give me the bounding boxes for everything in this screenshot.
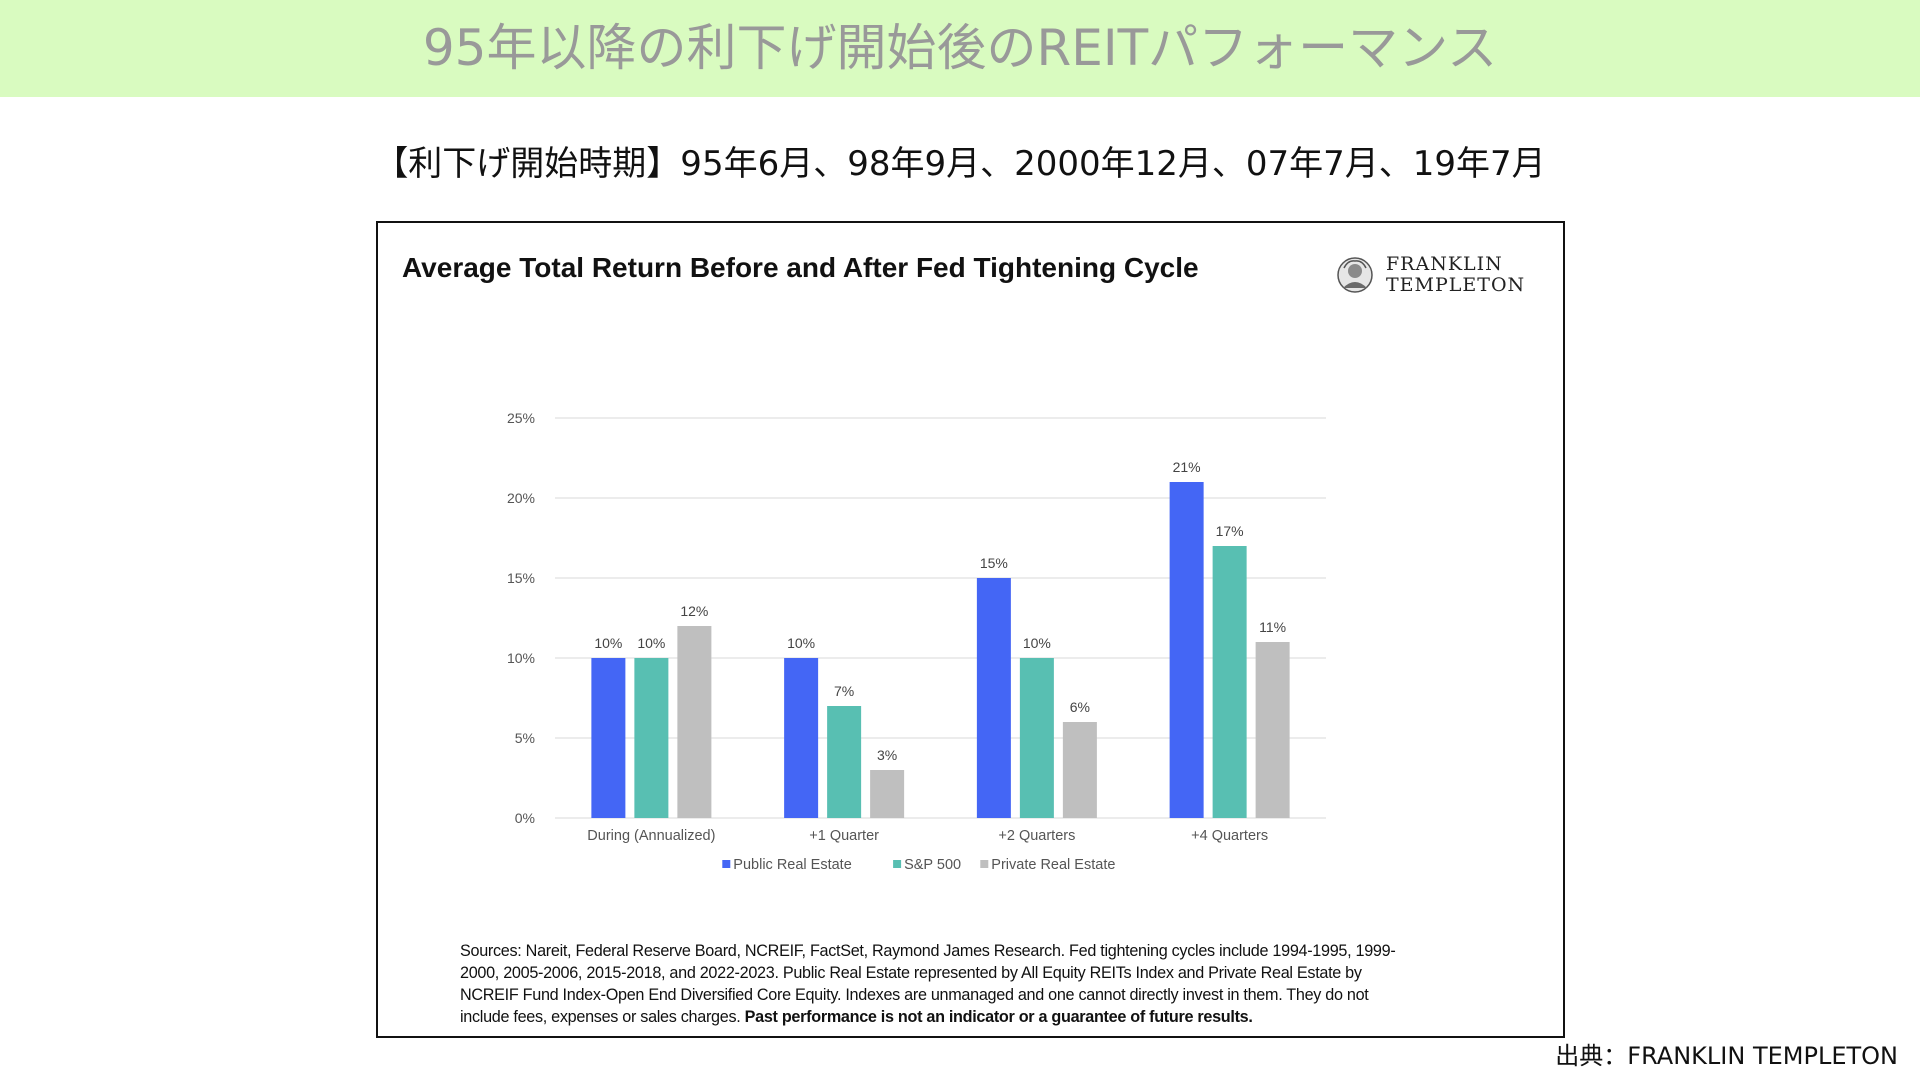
data-label: 12% xyxy=(680,603,708,619)
logo-line-1: FRANKLIN xyxy=(1386,253,1503,275)
chart-title: Average Total Return Before and After Fe… xyxy=(402,252,1199,283)
page-title: 95年以降の利下げ開始後のREITパフォーマンス xyxy=(422,19,1498,77)
y-tick-label: 10% xyxy=(507,650,535,666)
y-tick-label: 15% xyxy=(507,570,535,586)
performance-disclaimer: Past performance is not an indicator or … xyxy=(744,1008,1253,1026)
data-label: 10% xyxy=(1023,635,1051,651)
logo-line-2: TEMPLETON xyxy=(1386,274,1526,296)
bar xyxy=(677,626,712,818)
y-tick-label: 25% xyxy=(507,410,535,426)
data-label: 6% xyxy=(1070,699,1090,715)
bar xyxy=(870,770,905,818)
bar xyxy=(1169,482,1204,818)
y-tick-label: 0% xyxy=(515,810,535,826)
data-label: 10% xyxy=(594,635,622,651)
data-label: 7% xyxy=(834,683,854,699)
bar xyxy=(634,658,669,818)
bar xyxy=(1255,642,1290,818)
x-tick-label: +1 Quarter xyxy=(809,828,879,844)
x-tick-label: During (Annualized) xyxy=(587,828,715,844)
bar xyxy=(1019,658,1054,818)
data-label: 15% xyxy=(980,555,1008,571)
sources-note: Sources: Nareit, Federal Reserve Board, … xyxy=(460,940,1410,1028)
bar xyxy=(1062,722,1097,818)
sources-text: Sources: Nareit, Federal Reserve Board, … xyxy=(460,942,1396,1026)
legend-label: S&P 500 xyxy=(904,857,961,873)
legend-label: Private Real Estate xyxy=(991,857,1115,873)
x-tick-label: +2 Quarters xyxy=(998,828,1075,844)
data-label: 17% xyxy=(1216,523,1244,539)
legend-swatch xyxy=(980,860,989,868)
data-label: 10% xyxy=(637,635,665,651)
title-banner xyxy=(0,0,1920,97)
bar-chart: 0% 5% 10% 15% 20% 25% 10% 10% 12% During (Annuali… xyxy=(507,410,1326,873)
legend-label: Public Real Estate xyxy=(733,857,851,873)
data-label: 11% xyxy=(1259,619,1286,635)
franklin-templeton-logo-icon xyxy=(1337,257,1373,293)
y-tick-label: 20% xyxy=(507,490,535,506)
data-label: 21% xyxy=(1173,459,1201,475)
data-label: 10% xyxy=(787,635,815,651)
bar xyxy=(976,578,1011,818)
bar xyxy=(827,706,862,818)
chart-frame xyxy=(376,221,1565,1038)
data-label: 3% xyxy=(877,747,897,763)
legend-swatch xyxy=(722,860,731,868)
legend-swatch xyxy=(893,860,902,868)
page-subtitle: 【利下げ開始時期】95年6月、98年9月、2000年12月、07年7月、19年7… xyxy=(374,144,1546,184)
source-credit: 出典：FRANKLIN TEMPLETON xyxy=(1555,1042,1898,1070)
bar xyxy=(784,658,819,818)
y-tick-label: 5% xyxy=(515,730,535,746)
logo-wordmark: FRANKLIN TEMPLETON xyxy=(1386,254,1525,296)
bar xyxy=(591,658,626,818)
bar xyxy=(1212,546,1247,818)
x-tick-label: +4 Quarters xyxy=(1191,828,1268,844)
